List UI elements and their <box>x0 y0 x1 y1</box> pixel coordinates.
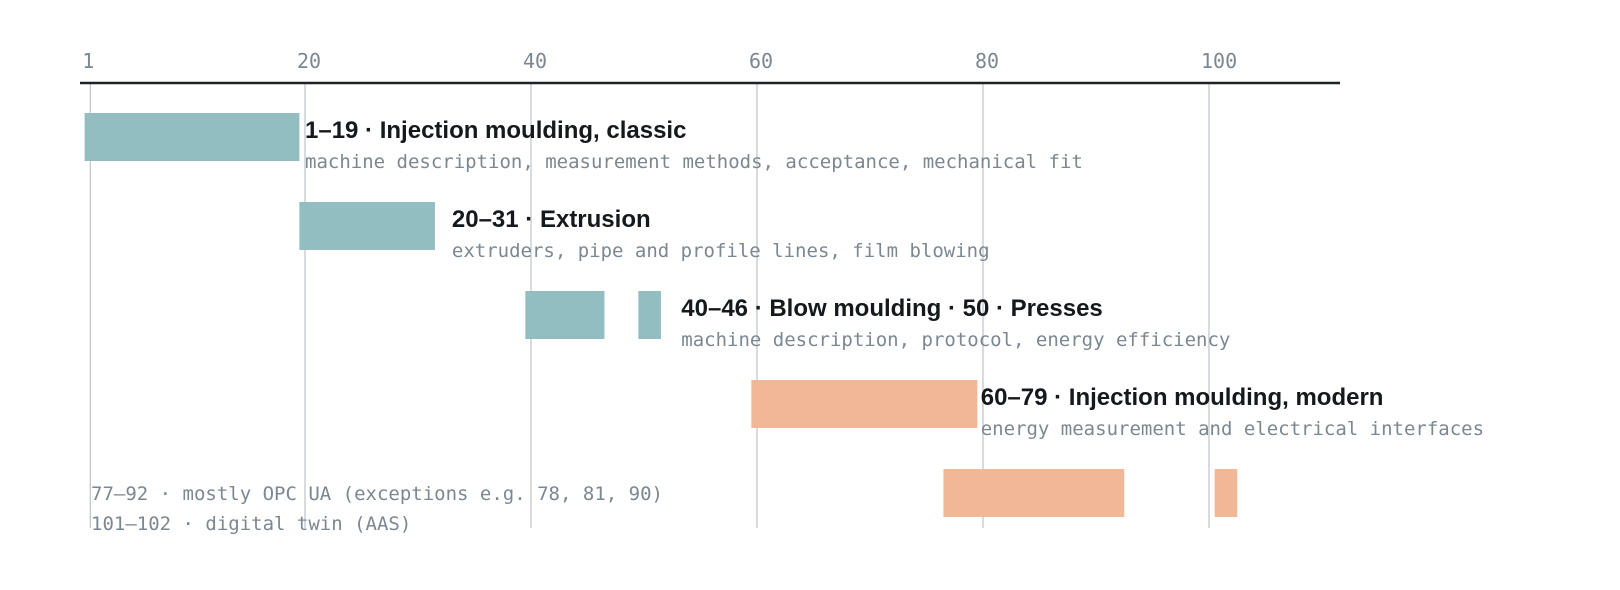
range-bar-40-46 <box>525 291 605 339</box>
bar-title-label: 40–46 · Blow moulding · 50 · Presses <box>681 295 1102 322</box>
bar-title-label: 60–79 · Injection moulding, modern <box>981 384 1384 411</box>
annotation-note: 101–102 · digital twin (AAS) <box>91 513 411 535</box>
x-tick-label-60: 60 <box>749 49 773 73</box>
x-tick-label-40: 40 <box>523 49 547 73</box>
x-axis: 1 20 40 60 80 100 <box>80 49 1340 85</box>
bar-layer <box>84 113 1238 517</box>
bar-description-label: extruders, pipe and profile lines, film … <box>452 240 990 262</box>
x-tick-label-20: 20 <box>297 49 321 73</box>
range-bar-50-51 <box>638 291 661 339</box>
range-bar-77-92 <box>943 469 1125 517</box>
annotation-note: 77–92 · mostly OPC UA (exceptions e.g. 7… <box>91 483 663 505</box>
range-bar-20-31 <box>299 202 435 250</box>
x-tick-label-1: 1 <box>82 49 94 73</box>
x-tick-label-100: 100 <box>1201 49 1237 73</box>
bar-title-label: 20–31 · Extrusion <box>452 206 651 233</box>
bar-title-label: 1–19 · Injection moulding, classic <box>305 117 686 144</box>
range-bar-60-79 <box>751 380 978 428</box>
x-tick-label-80: 80 <box>975 49 999 73</box>
bar-description-label: machine description, protocol, energy ef… <box>681 329 1230 351</box>
bar-description-label: machine description, measurement methods… <box>305 151 1083 173</box>
range-bar-101-102 <box>1214 469 1238 517</box>
bar-description-label: energy measurement and electrical interf… <box>981 418 1484 440</box>
range-bar-1-19 <box>84 113 300 161</box>
label-layer: 1–19 · Injection moulding, classic machin… <box>91 117 1484 535</box>
